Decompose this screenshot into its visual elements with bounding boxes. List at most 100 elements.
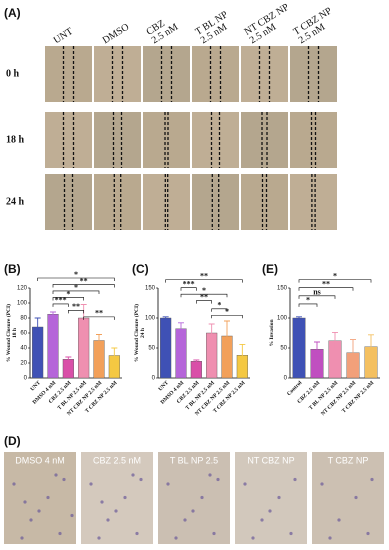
significance-bracket — [211, 308, 228, 312]
wound-image — [45, 174, 92, 230]
significance-label: * — [306, 296, 310, 305]
cell-dot — [100, 500, 104, 504]
cell-dot — [54, 473, 58, 477]
bar — [292, 317, 306, 379]
wound-image — [241, 112, 288, 168]
cell-dot — [268, 509, 272, 513]
y-axis-label: % Wound Closure (PCI)18 h — [5, 304, 18, 362]
significance-label: ** — [80, 276, 88, 285]
y-tick-label: 120 — [17, 286, 28, 292]
error-bar — [50, 311, 56, 317]
panel-label: (A) — [4, 6, 21, 20]
error-bar — [208, 323, 215, 343]
significance-label: * — [225, 307, 229, 316]
error-bar — [296, 316, 302, 320]
panel-label: (C) — [132, 262, 149, 276]
y-axis-label: % Wound Closure (PCI)24 h — [133, 304, 146, 362]
significance-bracket — [52, 290, 100, 294]
invasion-image — [235, 452, 307, 544]
y-tick-label: 50 — [148, 346, 155, 352]
y-axis-label-line: 18 h — [12, 328, 18, 338]
wound-image — [290, 174, 337, 230]
significance-bracket — [52, 297, 84, 301]
error-bar — [162, 316, 169, 320]
cell-dot — [135, 531, 139, 536]
significance-label: ns — [313, 288, 321, 297]
error-bar — [34, 317, 41, 337]
significance-label: * — [217, 301, 221, 310]
cell-dot — [212, 531, 216, 536]
y-axis-label: % Invasion — [269, 319, 275, 346]
cell-dot — [29, 518, 33, 522]
column-label-line: DMSO — [101, 22, 131, 47]
significance-label: * — [66, 289, 70, 298]
significance-bracket — [298, 287, 354, 291]
cell-dot — [131, 473, 135, 477]
significance-bracket — [52, 284, 115, 288]
cell-dot — [260, 518, 264, 522]
significance-label: *** — [183, 280, 195, 289]
wound-image — [192, 46, 239, 102]
cell-dot — [123, 495, 127, 500]
error-bar — [314, 341, 320, 357]
cell-dot — [62, 477, 66, 482]
y-tick-label: 150 — [277, 286, 288, 292]
wound-image — [290, 112, 337, 168]
invasion-image — [4, 452, 76, 544]
y-axis-label-line: % Wound Closure (PCI) — [5, 304, 12, 362]
significance-bracket — [37, 277, 115, 281]
invasion-image — [312, 452, 384, 544]
significance-label: *** — [55, 296, 67, 305]
row-label: 0 h — [6, 68, 20, 79]
y-tick-label: 100 — [277, 316, 288, 322]
image-label: T CBZ NP — [328, 455, 369, 465]
wound-image — [94, 46, 141, 102]
bar — [62, 359, 74, 379]
y-tick-label: 150 — [145, 286, 156, 292]
cell-dot — [370, 477, 374, 482]
significance-label: ** — [200, 271, 208, 280]
column-label: CBZ2.5 nM — [145, 13, 181, 46]
column-label: UNT — [52, 26, 75, 46]
cell-dot — [243, 482, 247, 486]
y-tick-label: 100 — [145, 316, 156, 322]
y-tick-label: 40 — [20, 346, 27, 352]
x-tick-label: Control — [286, 380, 303, 397]
bar — [47, 314, 59, 379]
bar — [160, 317, 172, 379]
significance-label: * — [202, 286, 206, 295]
image-label: NT CBZ NP — [247, 455, 294, 465]
panel-label: (D) — [4, 434, 21, 448]
significance-label: ** — [200, 293, 208, 302]
panel-label: (E) — [262, 262, 278, 276]
y-tick-label: 0 — [284, 376, 288, 382]
error-bar — [111, 347, 118, 364]
cell-dot — [183, 518, 187, 522]
column-label: DMSO — [101, 22, 131, 47]
row-label: 18 h — [6, 134, 25, 145]
y-tick-label: 0 — [24, 376, 28, 382]
cell-dot — [70, 513, 74, 518]
x-tick-label: UNT — [158, 380, 171, 393]
x-tick-label: UNT — [30, 380, 43, 393]
error-bar — [96, 334, 102, 347]
cell-dot — [58, 531, 62, 536]
cell-dot — [106, 518, 110, 522]
image-label: CBZ 2.5 nM — [93, 455, 141, 465]
column-label-line: UNT — [52, 26, 75, 46]
image-label: DMSO 4 nM — [15, 455, 65, 465]
error-bar — [350, 339, 356, 367]
significance-label: ** — [95, 309, 103, 318]
row-label: 24 h — [6, 196, 25, 207]
invasion-image — [158, 452, 230, 544]
significance-label: * — [74, 270, 78, 279]
significance-label: ** — [72, 302, 80, 311]
column-label: T BL NP2.5 nM — [194, 9, 236, 46]
column-label: T CBZ NP2.5 nM — [292, 6, 340, 47]
bar — [190, 361, 202, 379]
y-tick-label: 80 — [20, 316, 27, 322]
wound-image — [45, 46, 92, 102]
cell-dot — [293, 477, 297, 482]
wound-image — [94, 112, 141, 168]
